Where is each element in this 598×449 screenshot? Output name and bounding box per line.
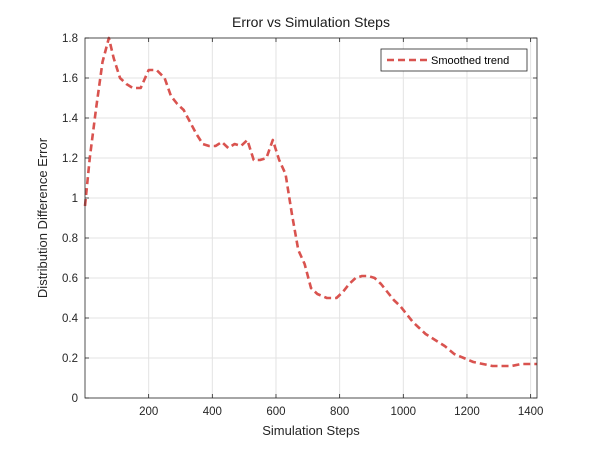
x-tick-label: 1400: [518, 406, 544, 418]
legend-box: [380, 48, 528, 72]
axis-ticks: 200 400 600 800 1000 1200 1400 0 0.2 0.4 0.6 0.8 1 1.…: [62, 33, 543, 418]
chart-title: Error vs Simulation Steps: [232, 14, 390, 30]
legend: Smoothed trend: [380, 48, 528, 72]
y-tick-label: 0.6: [62, 273, 78, 285]
x-tick-label: 800: [330, 406, 349, 418]
y-tick-label: 0.2: [62, 353, 78, 365]
x-tick-label: 1000: [391, 406, 417, 418]
x-tick-label: 1200: [454, 406, 480, 418]
y-tick-label: 1: [72, 193, 78, 205]
x-tick-label: 600: [266, 406, 285, 418]
plot-background: [85, 38, 537, 398]
series-line-smoothed-trend: [83, 36, 537, 368]
legend-label: Smoothed trend: [431, 55, 509, 67]
x-axis-label: Simulation Steps: [262, 423, 360, 438]
y-tick-label: 1.2: [62, 153, 78, 165]
y-tick-label: 0.8: [62, 233, 78, 245]
series-layer: [83, 36, 537, 368]
y-tick-label: 1.6: [62, 73, 78, 85]
x-tick-label: 400: [203, 406, 222, 418]
plot-frame: [84, 37, 538, 399]
y-tick-label: 1.4: [62, 113, 79, 125]
y-tick-label: 0.4: [62, 313, 79, 325]
y-tick-label: 0: [72, 393, 78, 405]
y-axis-label: Distribution Difference Error: [35, 137, 50, 298]
x-tick-label: 200: [139, 406, 158, 418]
y-tick-label: 1.8: [62, 33, 78, 45]
